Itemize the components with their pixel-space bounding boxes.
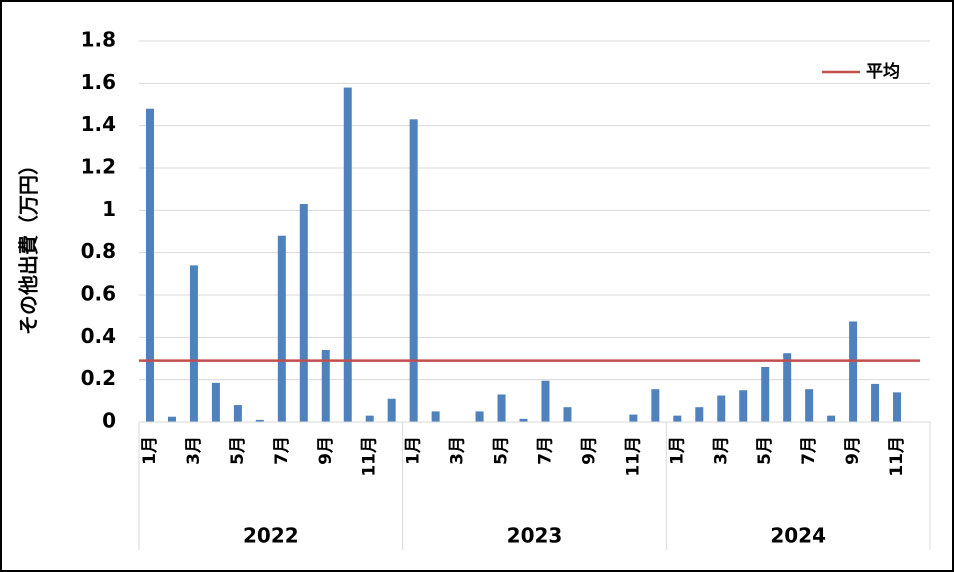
y-tick-label: 0 bbox=[102, 409, 116, 433]
x-tick-label: 5月 bbox=[228, 436, 248, 465]
y-tick-label: 0.8 bbox=[81, 239, 116, 263]
bar bbox=[761, 366, 770, 422]
x-tick-label: 11月 bbox=[623, 436, 643, 477]
y-tick-label: 1.8 bbox=[81, 28, 116, 52]
bar bbox=[673, 415, 682, 422]
bar bbox=[783, 353, 792, 422]
bar bbox=[365, 415, 374, 422]
x-tick-label: 9月 bbox=[579, 436, 599, 465]
y-tick-label: 1 bbox=[102, 197, 116, 221]
bar bbox=[695, 407, 704, 422]
bar bbox=[387, 398, 396, 422]
x-tick-label: 11月 bbox=[360, 436, 380, 477]
bar bbox=[519, 418, 528, 422]
x-tick-label: 7月 bbox=[272, 436, 292, 465]
bar bbox=[299, 203, 308, 422]
y-tick-label: 1.2 bbox=[81, 155, 116, 179]
bar bbox=[233, 405, 242, 422]
x-tick-label: 3月 bbox=[711, 436, 731, 465]
x-tick-label: 9月 bbox=[316, 436, 336, 465]
bar bbox=[541, 380, 550, 422]
bar bbox=[167, 416, 176, 422]
bar bbox=[871, 383, 880, 422]
y-tick-label: 1.6 bbox=[81, 70, 116, 94]
bar bbox=[343, 87, 352, 423]
y-axis-label: その他出費（万円） bbox=[17, 155, 41, 335]
bar bbox=[431, 411, 440, 422]
y-tick-label: 1.4 bbox=[81, 112, 116, 136]
bar bbox=[497, 394, 506, 422]
group-label: 2024 bbox=[770, 524, 826, 548]
x-tick-label: 5月 bbox=[755, 436, 775, 465]
x-tick-label: 3月 bbox=[184, 436, 204, 465]
bar bbox=[277, 235, 286, 422]
bar bbox=[563, 407, 572, 422]
x-tick-label: 7月 bbox=[799, 436, 819, 465]
x-tick-label: 5月 bbox=[492, 436, 512, 465]
x-tick-label: 11月 bbox=[887, 436, 907, 477]
bar bbox=[255, 419, 264, 422]
y-tick-label: 0.4 bbox=[81, 324, 116, 348]
bar bbox=[893, 392, 902, 422]
group-label: 2023 bbox=[507, 524, 563, 548]
bar bbox=[805, 389, 814, 422]
x-tick-label: 1月 bbox=[404, 436, 424, 465]
bar bbox=[717, 395, 726, 422]
bar bbox=[651, 389, 660, 422]
x-tick-label: 3月 bbox=[448, 436, 468, 465]
y-tick-label: 0.6 bbox=[81, 282, 116, 306]
bar bbox=[739, 390, 748, 422]
bar bbox=[629, 414, 638, 422]
x-tick-label: 1月 bbox=[140, 436, 160, 465]
bar bbox=[827, 415, 836, 422]
x-tick-label: 1月 bbox=[667, 436, 687, 465]
bar bbox=[475, 411, 484, 422]
x-tick-label: 9月 bbox=[843, 436, 863, 465]
bar bbox=[189, 265, 198, 422]
bar bbox=[849, 321, 858, 422]
bar bbox=[409, 119, 418, 423]
bar bbox=[321, 350, 330, 422]
legend-label: 平均 bbox=[866, 61, 900, 82]
bar bbox=[145, 108, 154, 422]
group-label: 2022 bbox=[243, 524, 299, 548]
x-tick-label: 7月 bbox=[535, 436, 555, 465]
y-tick-label: 0.2 bbox=[81, 366, 116, 390]
bar bbox=[211, 382, 220, 422]
